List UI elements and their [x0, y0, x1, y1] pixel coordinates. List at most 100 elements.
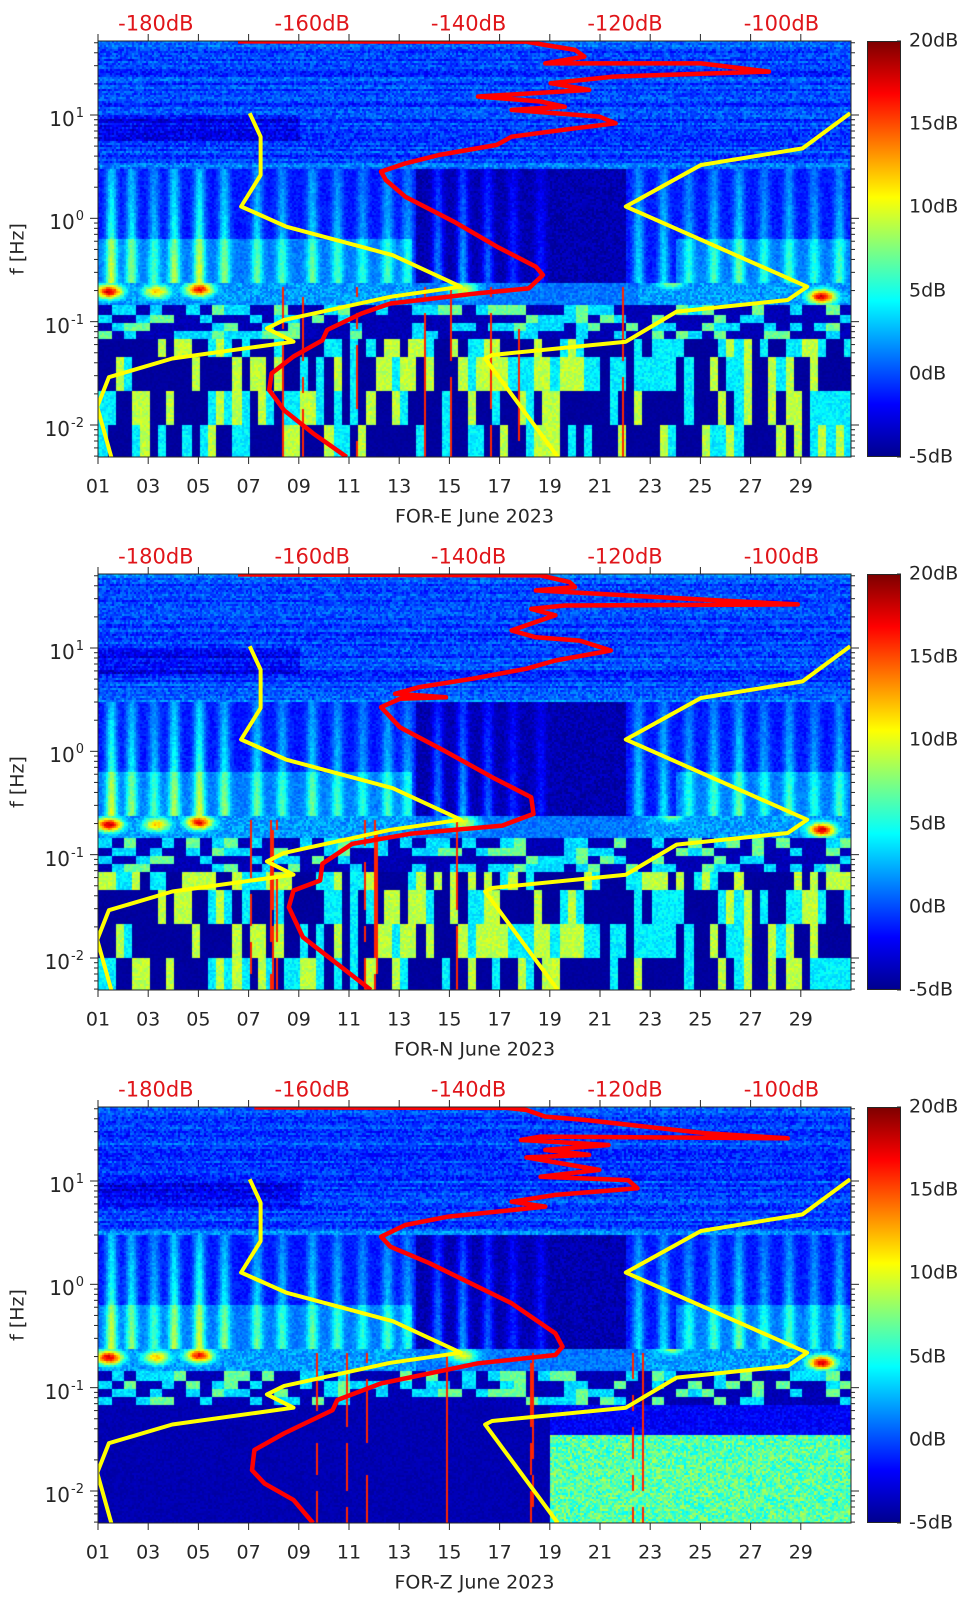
x-tick-label: 23	[638, 1008, 663, 1031]
y-tick-exponent: 0	[75, 1275, 84, 1291]
y-tick-exponent: -2	[71, 1481, 84, 1497]
x-tick-label: 27	[738, 475, 763, 498]
curves-group	[98, 574, 851, 990]
colorbar-label: 20dB	[909, 1095, 959, 1118]
y-tick-base: 10	[44, 949, 71, 974]
x-tick-label: 05	[186, 475, 211, 498]
y-tick-exponent: -2	[71, 415, 84, 431]
y-tick-label: 101	[49, 1173, 84, 1195]
x-tick-label: 17	[487, 475, 512, 498]
top-db-label: -180dB	[118, 544, 194, 569]
x-tick-label: 19	[537, 475, 562, 498]
y-tick-base: 10	[49, 1172, 75, 1197]
y-tick-exponent: -1	[71, 1378, 84, 1394]
x-tick-label: 11	[336, 1541, 362, 1564]
x-tick-label: 25	[688, 1008, 713, 1031]
y-tick-label: 10-1	[45, 847, 84, 869]
x-tick-label: 03	[136, 475, 161, 498]
x-tick-label: 13	[387, 1541, 412, 1564]
colorbar-label: 10dB	[909, 1261, 959, 1284]
x-tick-label: 15	[437, 1008, 462, 1031]
colorbar-label: 15dB	[909, 645, 959, 668]
yellow-high-noise-curve	[483, 644, 851, 990]
x-tick-label: 25	[688, 1541, 713, 1564]
red-psd-curve	[249, 1107, 790, 1523]
colorbar-label: -5dB	[909, 978, 954, 1001]
x-tick-label: 19	[537, 1008, 562, 1031]
colorbar-label: 10dB	[909, 728, 959, 751]
y-tick-label: 10-2	[45, 417, 84, 439]
colorbar-label: -5dB	[909, 1511, 954, 1534]
y-tick-base: 10	[49, 106, 75, 131]
y-tick-label: 101	[49, 107, 84, 129]
top-db-label: -140dB	[430, 544, 507, 569]
x-tick-label: 11	[336, 1008, 362, 1031]
red-psd-curve	[237, 574, 801, 990]
x-tick-label: 03	[136, 1541, 161, 1564]
x-axis-title: FOR-N June 2023	[393, 1038, 556, 1061]
top-db-label: -100dB	[743, 1077, 820, 1102]
x-tick-label: 27	[738, 1541, 763, 1564]
plot-frame	[97, 40, 852, 458]
colorbar-label: 5dB	[909, 812, 947, 835]
x-axis-title: FOR-E June 2023	[395, 505, 554, 528]
y-tick-label: 10-2	[45, 950, 84, 972]
y-tick-label: 100	[49, 1276, 84, 1298]
x-tick-label: 01	[85, 475, 111, 498]
x-tick-label: 01	[85, 1008, 111, 1031]
top-db-label: -120dB	[587, 544, 663, 569]
colorbar-label: 10dB	[909, 195, 959, 218]
x-tick-label: 21	[587, 1008, 613, 1031]
y-tick-base: 10	[49, 1276, 75, 1301]
y-tick-base: 10	[44, 846, 71, 871]
top-db-label: -100dB	[743, 544, 820, 569]
plot-frame	[97, 573, 852, 991]
x-tick-label: 09	[286, 1008, 311, 1031]
axes-overlay	[90, 567, 901, 997]
top-db-label: -140dB	[430, 11, 507, 36]
x-axis-title: FOR-Z June 2023	[394, 1571, 555, 1594]
colorbar	[867, 574, 901, 990]
y-tick-base: 10	[49, 210, 75, 235]
y-tick-base: 10	[49, 743, 75, 768]
x-tick-label: 17	[487, 1541, 512, 1564]
x-tick-label: 07	[236, 475, 261, 498]
x-tick-label: 11	[336, 475, 362, 498]
x-tick-label: 21	[587, 1541, 613, 1564]
spectrogram-panel: 20dB 15dB 10dB 5dB 0dB -5dB -180dB -160dB -140dB…	[0, 1066, 962, 1599]
colorbar-label: 20dB	[909, 29, 959, 52]
spectrogram-panel: 20dB 15dB 10dB 5dB 0dB -5dB -180dB -160dB -140dB…	[0, 533, 962, 1066]
x-tick-label: 17	[487, 1008, 512, 1031]
yellow-high-noise-curve	[483, 111, 851, 457]
y-axis-title: f [Hz]	[6, 1289, 29, 1341]
y-tick-label: 10-2	[45, 1483, 84, 1505]
top-db-label: -180dB	[118, 1077, 194, 1102]
top-db-label: -160dB	[274, 1077, 350, 1102]
colorbar-label: 0dB	[909, 895, 947, 918]
top-db-label: -140dB	[430, 1077, 507, 1102]
top-db-label: -120dB	[587, 11, 663, 36]
y-tick-base: 10	[44, 416, 71, 441]
top-db-label: -160dB	[274, 11, 350, 36]
colorbar-label: 5dB	[909, 1345, 947, 1368]
colorbar	[867, 1107, 901, 1523]
colorbar	[867, 41, 901, 457]
y-axis-title: f [Hz]	[6, 756, 29, 808]
x-tick-label: 05	[186, 1541, 211, 1564]
x-tick-label: 29	[788, 1541, 813, 1564]
x-tick-label: 23	[638, 475, 663, 498]
x-tick-label: 27	[738, 1008, 763, 1031]
x-tick-label: 07	[236, 1008, 261, 1031]
y-axis-title: f [Hz]	[6, 223, 29, 275]
colorbar-label: 15dB	[909, 1178, 959, 1201]
curves-group	[98, 1107, 851, 1523]
y-tick-exponent: 0	[75, 742, 84, 758]
colorbar-label: 0dB	[909, 1428, 947, 1451]
x-tick-label: 21	[587, 475, 613, 498]
x-tick-label: 23	[638, 1541, 663, 1564]
top-db-label: -160dB	[274, 544, 350, 569]
y-tick-exponent: 0	[75, 209, 84, 225]
axes-overlay	[90, 34, 901, 464]
x-tick-label: 13	[387, 475, 412, 498]
spectrogram-panel: 20dB 15dB 10dB 5dB 0dB -5dB -180dB -160dB -140dB…	[0, 0, 962, 533]
